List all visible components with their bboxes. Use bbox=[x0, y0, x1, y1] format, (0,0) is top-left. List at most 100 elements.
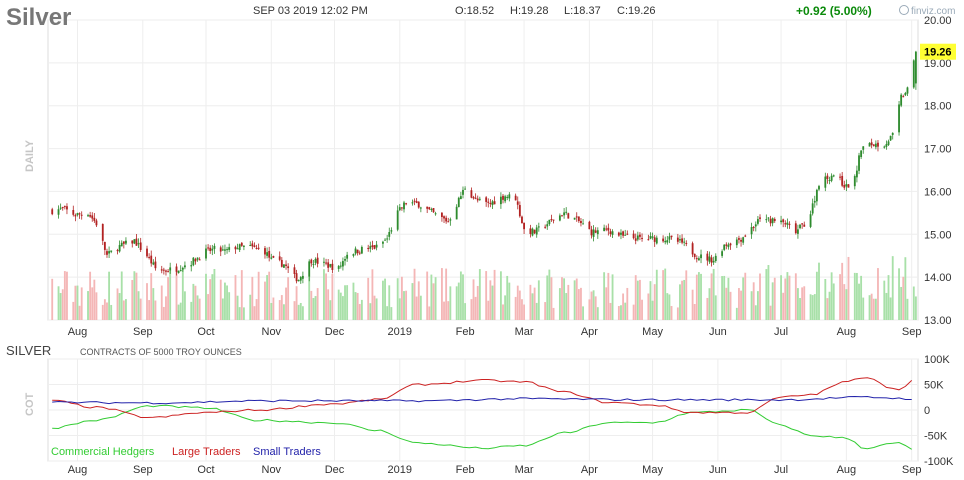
volume-bar bbox=[255, 299, 258, 320]
price-candle bbox=[727, 244, 730, 248]
price-candle bbox=[344, 259, 346, 261]
price-candle bbox=[207, 247, 210, 249]
cot-x-tick-label: Dec bbox=[325, 464, 345, 476]
volume-bar bbox=[634, 275, 637, 320]
price-x-tick-label: Mar bbox=[515, 326, 534, 338]
volume-bar bbox=[769, 305, 772, 320]
volume-bar bbox=[845, 289, 848, 320]
volume-bar bbox=[740, 290, 742, 320]
volume-bar bbox=[839, 274, 841, 320]
price-candle bbox=[57, 209, 60, 215]
volume-bar bbox=[685, 270, 688, 320]
volume-bar bbox=[636, 280, 639, 320]
volume-bar bbox=[184, 291, 186, 320]
price-candle bbox=[146, 248, 148, 257]
volume-bar bbox=[567, 284, 570, 320]
volume-bar bbox=[386, 306, 389, 320]
volume-bar bbox=[914, 296, 917, 320]
volume-bar bbox=[508, 282, 511, 320]
volume-bar bbox=[588, 299, 591, 320]
price-candle bbox=[426, 206, 429, 209]
price-candle bbox=[297, 280, 300, 282]
price-candle bbox=[765, 219, 768, 221]
volume-bar bbox=[78, 305, 81, 320]
price-x-tick-label: Aug bbox=[68, 326, 88, 338]
volume-bar bbox=[169, 269, 172, 320]
volume-bar bbox=[767, 265, 770, 320]
volume-bar bbox=[531, 293, 534, 320]
price-candle bbox=[234, 246, 237, 250]
price-candle bbox=[561, 215, 563, 217]
price-candle bbox=[369, 246, 372, 249]
price-candle bbox=[710, 257, 713, 263]
price-candle bbox=[476, 198, 479, 201]
volume-bar bbox=[405, 290, 408, 320]
price-candle bbox=[118, 245, 121, 252]
volume-bar bbox=[160, 285, 163, 320]
volume-bar bbox=[558, 288, 561, 320]
price-candle bbox=[609, 231, 612, 234]
price-candle bbox=[120, 242, 123, 247]
volume-bar bbox=[325, 273, 327, 320]
price-candle bbox=[563, 212, 566, 216]
volume-bar bbox=[396, 278, 399, 320]
price-tick-label: 15.00 bbox=[924, 229, 952, 241]
price-candle bbox=[887, 141, 890, 145]
price-candle bbox=[537, 226, 540, 228]
price-candle bbox=[135, 238, 138, 246]
price-candle bbox=[771, 218, 774, 224]
price-candle bbox=[301, 275, 304, 279]
cot-x-tick-label: Aug bbox=[837, 464, 857, 476]
volume-bar bbox=[603, 272, 606, 320]
volume-bar bbox=[887, 275, 890, 320]
volume-bar bbox=[596, 307, 599, 320]
price-tick-label: 13.00 bbox=[924, 315, 952, 327]
volume-bar bbox=[462, 274, 464, 320]
volume-bar bbox=[752, 282, 755, 320]
volume-bar bbox=[565, 293, 568, 320]
volume-bar bbox=[813, 294, 816, 320]
volume-bar bbox=[236, 295, 239, 320]
volume-bar bbox=[695, 274, 698, 320]
volume-bar bbox=[283, 304, 285, 320]
price-candle bbox=[666, 240, 669, 243]
volume-bar bbox=[860, 275, 863, 320]
price-candle bbox=[384, 239, 386, 241]
price-candle bbox=[312, 263, 315, 265]
price-candle bbox=[714, 255, 717, 262]
low-value: L:18.37 bbox=[564, 5, 601, 17]
grid bbox=[47, 19, 919, 462]
price-candle bbox=[266, 252, 269, 256]
volume-bar bbox=[272, 297, 275, 320]
legend-small-traders: Small Traders bbox=[253, 446, 321, 458]
price-candle bbox=[51, 209, 54, 215]
volume-bar bbox=[714, 295, 717, 320]
volume-bar bbox=[398, 298, 401, 320]
volume-bar bbox=[476, 285, 479, 320]
price-candle bbox=[902, 96, 905, 98]
price-candle bbox=[331, 263, 334, 271]
price-candle bbox=[841, 175, 844, 186]
brand-link[interactable]: finviz.com bbox=[899, 5, 955, 17]
cot-line-large-traders bbox=[52, 377, 913, 418]
volume-bar bbox=[506, 275, 509, 320]
legend-commercial-hedgers: Commercial Hedgers bbox=[51, 446, 155, 458]
price-candle bbox=[754, 224, 757, 227]
price-candle bbox=[634, 238, 637, 241]
cot-x-tick-label: Nov bbox=[262, 464, 282, 476]
volume-bar bbox=[337, 289, 340, 320]
price-candles bbox=[51, 50, 917, 284]
price-candle bbox=[122, 241, 125, 244]
price-candle bbox=[80, 214, 83, 216]
volume-bar bbox=[224, 282, 226, 320]
high-value: H:19.28 bbox=[510, 5, 549, 17]
volume-bar bbox=[249, 294, 252, 320]
price-candle bbox=[580, 221, 582, 224]
price-candle bbox=[693, 253, 696, 258]
volume-bar bbox=[697, 272, 700, 320]
volume-bar bbox=[786, 272, 789, 320]
price-candle bbox=[685, 243, 688, 245]
volume-bar bbox=[605, 287, 608, 320]
price-candle bbox=[767, 217, 770, 219]
